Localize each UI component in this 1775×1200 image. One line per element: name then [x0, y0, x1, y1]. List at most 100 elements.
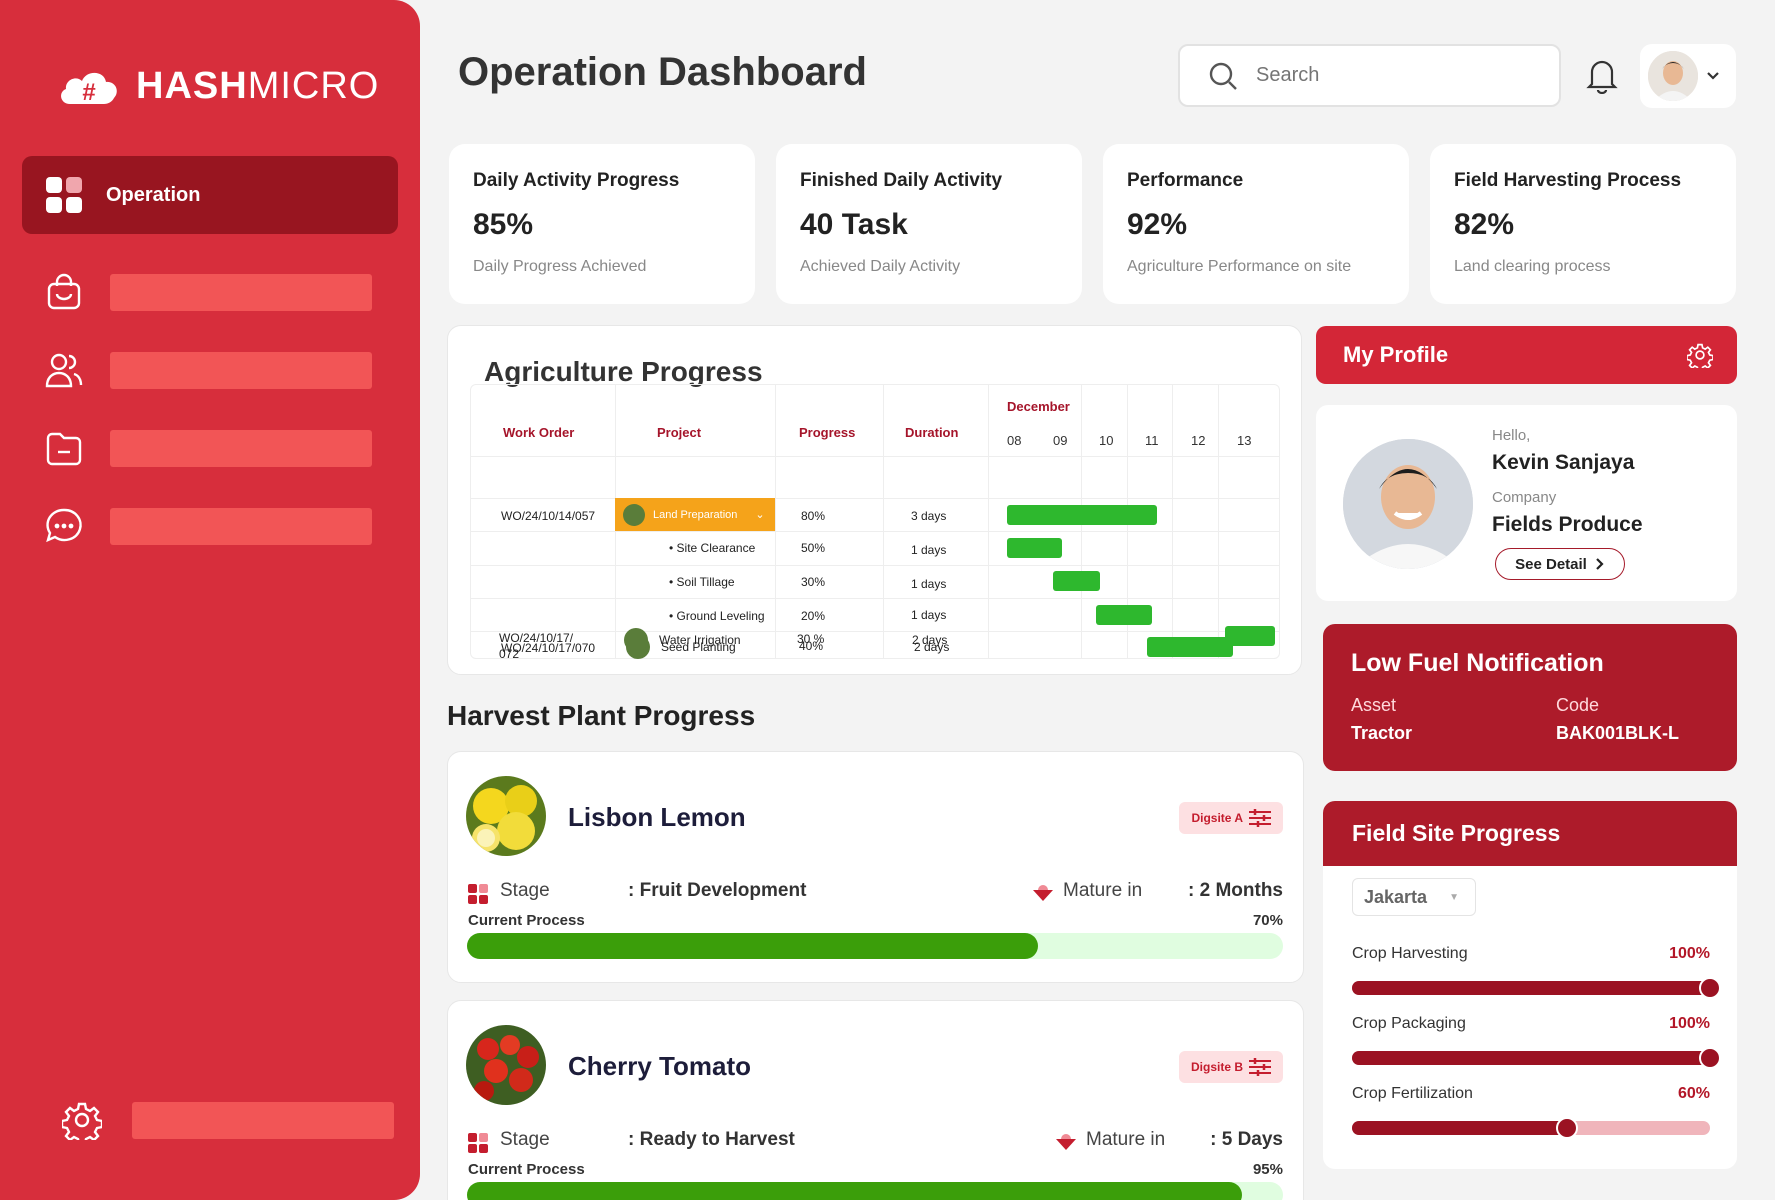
stat-value: 82%	[1454, 208, 1515, 241]
gantt-day: 13	[1237, 433, 1252, 448]
bell-icon[interactable]	[1586, 56, 1618, 94]
see-detail-button[interactable]: See Detail	[1495, 548, 1625, 580]
sidebar-item-settings[interactable]	[62, 1100, 394, 1140]
my-profile-header[interactable]: My Profile	[1316, 326, 1737, 384]
gantt-day: 08	[1007, 433, 1022, 448]
sidebar-item-users[interactable]	[44, 350, 372, 390]
stat-value: 85%	[473, 208, 534, 241]
slider-knob[interactable]	[1699, 1047, 1721, 1069]
stat-title: Field Harvesting Process	[1454, 170, 1682, 191]
sidebar-item-shop[interactable]	[44, 272, 372, 312]
gantt-bar[interactable]	[1007, 505, 1157, 525]
dashboard-grid-icon	[46, 177, 82, 213]
hashmicro-logo-icon: #	[61, 72, 117, 106]
land-preparation-dropdown[interactable]: Land Preparation ⌄	[615, 498, 775, 531]
stat-subtitle: Agriculture Performance on site	[1127, 258, 1352, 275]
stat-card-performance[interactable]: Performance 92% Agriculture Performance …	[1103, 144, 1409, 304]
user-menu[interactable]	[1640, 44, 1736, 108]
column-header[interactable]: Work Order	[503, 425, 575, 440]
sidebar-item-operation[interactable]: Operation	[22, 156, 398, 234]
stat-card-field-harvesting[interactable]: Field Harvesting Process 82% Land cleari…	[1430, 144, 1736, 304]
column-header[interactable]: Project	[657, 425, 702, 440]
stat-card-finished-activity[interactable]: Finished Daily Activity 40 Task Achieved…	[776, 144, 1082, 304]
field-title: Field Site Progress	[1323, 801, 1737, 866]
stage-label: Stage	[500, 1129, 550, 1150]
progress-slider[interactable]	[1352, 1047, 1721, 1069]
stage-row: Stage : Ready to Harvest Mature in : 5 D…	[468, 1129, 1283, 1159]
progress-label: Crop Packaging	[1352, 1015, 1466, 1032]
sidebar-item-placeholder	[132, 1101, 394, 1139]
location-select[interactable]: Jakarta ▼	[1352, 878, 1476, 916]
harvest-card-tomato[interactable]: Cherry Tomato Digsite B Stage : Ready to…	[447, 1000, 1304, 1200]
slider-knob[interactable]	[1555, 1117, 1578, 1139]
plant-name: Cherry Tomato	[568, 1051, 751, 1081]
progress-slider[interactable]	[1352, 977, 1721, 999]
table-cell-duration: 2 days	[914, 640, 950, 654]
svg-text:#: #	[82, 79, 95, 106]
stat-subtitle: Daily Progress Achieved	[473, 258, 647, 275]
column-header[interactable]: Progress	[799, 425, 856, 440]
filter-sliders-icon	[1249, 809, 1271, 827]
stat-value: 40 Task	[800, 208, 908, 241]
process-fill	[467, 933, 1039, 959]
sidebar-item-chat[interactable]	[44, 506, 372, 546]
table-cell-progress: 50%	[801, 541, 826, 555]
stage-icon	[468, 884, 488, 910]
gantt-bar[interactable]	[1053, 571, 1100, 591]
stat-card-daily-activity[interactable]: Daily Activity Progress 85% Daily Progre…	[449, 144, 755, 304]
current-process-pct: 95%	[1252, 1161, 1283, 1178]
process-track	[467, 933, 1283, 959]
sidebar-item-label: Operation	[106, 183, 201, 206]
current-process-label: Current Process	[468, 912, 585, 929]
gantt-bar[interactable]	[1096, 605, 1152, 625]
mature-value: : 2 Months	[1188, 880, 1283, 901]
progress-slider[interactable]	[1352, 1117, 1710, 1139]
column-header[interactable]: Duration	[905, 425, 959, 440]
stat-title: Finished Daily Activity	[800, 170, 1003, 191]
harvest-card-lemon[interactable]: Lisbon Lemon Digsite A Stage : Fruit Dev…	[447, 751, 1304, 983]
project-thumbnail	[624, 628, 648, 652]
project-label: Land Preparation	[653, 508, 738, 521]
low-fuel-notification[interactable]: Low Fuel Notification Asset Tractor Code…	[1323, 624, 1737, 771]
lemon-image	[466, 776, 546, 856]
sidebar-item-files[interactable]	[44, 428, 372, 468]
gantt-day: 09	[1053, 433, 1068, 448]
code-value: BAK001BLK-L	[1556, 723, 1680, 743]
company-label: Company	[1492, 489, 1557, 506]
avatar	[1343, 439, 1473, 569]
table-cell-project: Seed Planting	[661, 640, 736, 654]
greeting: Hello,	[1492, 427, 1531, 444]
gantt-bar[interactable]	[1007, 538, 1062, 558]
plant-name: Lisbon Lemon	[568, 802, 746, 832]
stage-row: Stage : Fruit Development Mature in : 2 …	[468, 880, 1283, 910]
slider-knob[interactable]	[1699, 977, 1721, 999]
folder-icon	[46, 432, 82, 466]
digsite-tag[interactable]: Digsite A	[1179, 802, 1283, 834]
gantt-day: 10	[1099, 433, 1114, 448]
profile-card: Hello, Kevin Sanjaya Company Fields Prod…	[1316, 405, 1737, 601]
agriculture-progress-card: Agriculture Progress Work Order Project …	[447, 325, 1302, 675]
brand-logo[interactable]: # HASHMICRO	[56, 62, 379, 110]
page-title: Operation Dashboard	[458, 50, 867, 94]
table-cell-subtask: • Site Clearance	[669, 541, 756, 555]
search-box[interactable]	[1178, 44, 1561, 107]
asset-value: Tractor	[1351, 723, 1413, 743]
table-cell-progress: 30%	[801, 575, 826, 589]
search-icon	[1209, 62, 1237, 90]
mature-label: Mature in	[1086, 1129, 1166, 1150]
stat-subtitle: Land clearing process	[1454, 258, 1611, 275]
gantt-bar[interactable]	[1147, 637, 1233, 657]
stage-icon	[468, 1133, 488, 1159]
table-cell-duration: 2 days	[912, 633, 948, 647]
digsite-tag[interactable]: Digsite B	[1178, 1051, 1283, 1083]
stat-title: Daily Activity Progress	[473, 170, 680, 191]
table-cell-work-order[interactable]: WO/24/10/17/070	[501, 641, 596, 655]
search-input[interactable]	[1256, 64, 1516, 87]
gantt-bar[interactable]	[1225, 626, 1275, 646]
process-fill	[467, 1182, 1243, 1200]
gear-icon[interactable]	[1687, 342, 1713, 368]
section-title: Agriculture Progress	[484, 356, 763, 387]
progress-label: Crop Fertilization	[1352, 1085, 1473, 1102]
table-cell-work-order[interactable]: WO/24/10/14/057	[501, 509, 596, 523]
mature-icon	[1031, 882, 1055, 908]
